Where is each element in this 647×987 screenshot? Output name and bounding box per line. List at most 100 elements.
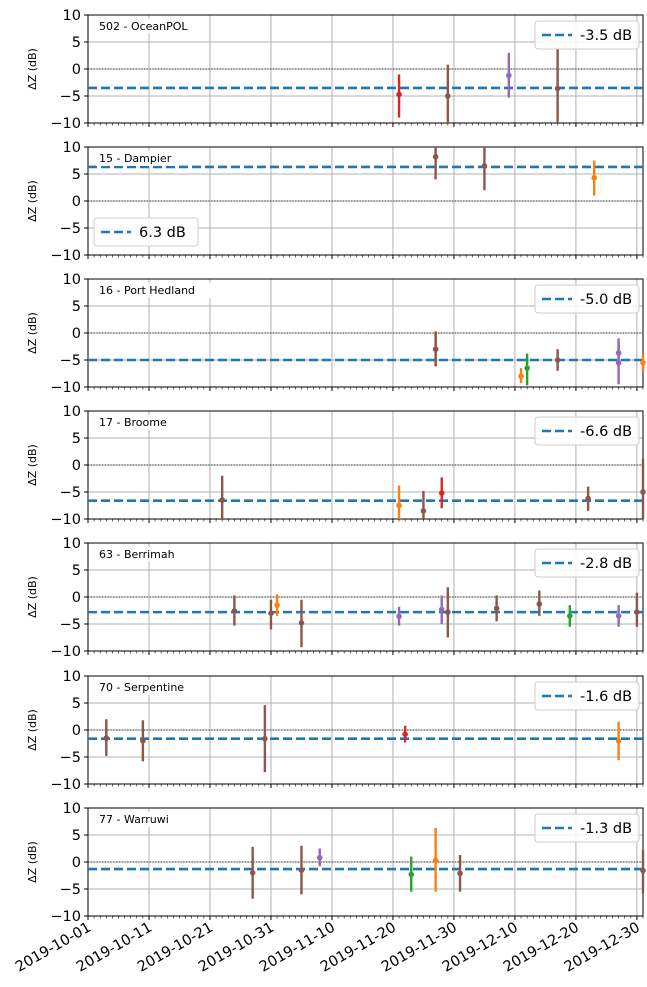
legend-label: -2.8 dB xyxy=(580,556,632,572)
data-point xyxy=(518,373,524,380)
y-axis-label: ΔZ (dB) xyxy=(26,841,39,883)
y-tick-label: 5 xyxy=(72,696,81,712)
y-tick-label: 0 xyxy=(72,194,81,210)
data-point xyxy=(615,359,622,366)
y-axis-label: ΔZ (dB) xyxy=(26,709,39,751)
y-tick-label: 10 xyxy=(63,536,81,552)
panel-title: 63 - Berrimah xyxy=(99,548,175,561)
data-point xyxy=(432,153,439,160)
data-point xyxy=(432,346,439,353)
y-tick-label: 5 xyxy=(72,828,81,844)
legend-box xyxy=(534,20,640,50)
y-tick-label: 0 xyxy=(72,326,81,342)
y-tick-label: 0 xyxy=(72,723,81,739)
data-point xyxy=(481,163,488,169)
panel-1: 10 5 0 −5 −10 ΔZ (dB) 502 - OceanPOL -3.5 dB xyxy=(26,8,644,132)
y-tick-label: 10 xyxy=(63,8,81,24)
y-tick-label: −5 xyxy=(60,750,81,766)
y-tick-label: −5 xyxy=(60,485,81,501)
panel-2: 10 5 0 −5 −10 ΔZ (dB) 15 - Dampier 6.3 dB xyxy=(26,140,644,264)
y-tick-label: −5 xyxy=(60,617,81,633)
data-point xyxy=(445,93,451,99)
y-tick-label: 5 xyxy=(72,563,81,579)
data-point xyxy=(396,91,402,98)
data-point xyxy=(316,854,323,861)
data-point xyxy=(640,359,646,366)
y-tick-label: 5 xyxy=(72,299,81,315)
data-point xyxy=(634,609,640,615)
data-point xyxy=(262,735,268,742)
panel-title-bg xyxy=(96,19,192,34)
y-tick-label: 10 xyxy=(63,272,81,288)
y-axis-label: ΔZ (dB) xyxy=(26,576,39,618)
legend-label: -3.5 dB xyxy=(580,28,632,44)
data-point xyxy=(640,489,646,495)
data-point xyxy=(640,867,646,874)
data-point xyxy=(420,508,427,514)
legend-box xyxy=(93,217,199,247)
panel-5: 10 5 0 −5 −10 ΔZ (dB) 63 - Berrimah -2.8 dB xyxy=(26,536,644,660)
panel-title-bg xyxy=(96,415,173,430)
panel-title-bg xyxy=(96,812,179,827)
panel-title: 502 - OceanPOL xyxy=(99,20,188,33)
y-tick-label: 10 xyxy=(63,140,81,156)
data-point xyxy=(615,613,622,619)
y-tick-label: 0 xyxy=(72,458,81,474)
data-point xyxy=(274,602,280,608)
data-point xyxy=(615,738,622,744)
y-tick-label: −10 xyxy=(50,512,81,528)
data-point xyxy=(591,174,598,181)
y-tick-label: −10 xyxy=(50,116,81,132)
data-point xyxy=(298,867,305,873)
y-tick-label: 10 xyxy=(63,669,81,685)
panel-title: 15 - Dampier xyxy=(99,152,172,165)
data-point xyxy=(536,601,543,607)
y-tick-label: 0 xyxy=(72,855,81,871)
legend-label: -5.0 dB xyxy=(580,292,632,308)
data-point xyxy=(554,357,561,363)
y-tick-label: 0 xyxy=(72,62,81,78)
data-point xyxy=(524,365,530,371)
y-tick-label: −5 xyxy=(60,882,81,898)
panel-title: 70 - Serpentine xyxy=(99,681,184,694)
y-tick-label: 5 xyxy=(72,167,81,183)
data-point xyxy=(506,72,512,79)
legend-label: 6.3 dB xyxy=(139,225,186,241)
y-tick-label: −10 xyxy=(50,644,81,660)
y-tick-label: 5 xyxy=(72,431,81,447)
y-tick-label: −5 xyxy=(60,221,81,237)
data-point xyxy=(445,609,451,615)
data-point xyxy=(554,85,561,92)
data-point xyxy=(408,871,415,878)
y-axis-label: ΔZ (dB) xyxy=(26,180,39,222)
panel-title-bg xyxy=(96,283,211,298)
y-axis-label: ΔZ (dB) xyxy=(26,444,39,486)
panel-7: 10 5 0 −5 −10 ΔZ (dB) 77 - Warruwi -1.3 dB xyxy=(26,801,646,925)
legend-label: -6.6 dB xyxy=(580,424,632,440)
data-point xyxy=(298,620,305,626)
panel-title: 77 - Warruwi xyxy=(99,813,169,826)
data-point xyxy=(103,735,110,741)
y-axis-label: ΔZ (dB) xyxy=(26,48,39,90)
data-point xyxy=(585,495,591,502)
data-point xyxy=(140,738,146,744)
data-point xyxy=(231,608,238,614)
y-axis-label: ΔZ (dB) xyxy=(26,312,39,354)
panel-3: 10 5 0 −5 −10 ΔZ (dB) 16 - Port Hedland -5.0 dB xyxy=(26,272,646,396)
legend-box xyxy=(534,548,640,578)
panel-title: 16 - Port Hedland xyxy=(99,284,195,297)
y-tick-label: 0 xyxy=(72,590,81,606)
data-point xyxy=(493,605,500,612)
data-point xyxy=(438,606,445,613)
data-point xyxy=(396,613,402,620)
panel-4: 10 5 0 −5 −10 ΔZ (dB) 17 - Broome -6.6 dB xyxy=(26,404,646,528)
legend-box xyxy=(534,416,640,446)
data-point xyxy=(396,502,402,509)
legend-label: -1.6 dB xyxy=(580,689,632,705)
legend-box xyxy=(534,813,640,843)
panel-title-bg xyxy=(96,547,186,562)
y-tick-label: 10 xyxy=(63,404,81,420)
y-tick-label: −5 xyxy=(60,353,81,369)
y-tick-label: −5 xyxy=(60,89,81,105)
